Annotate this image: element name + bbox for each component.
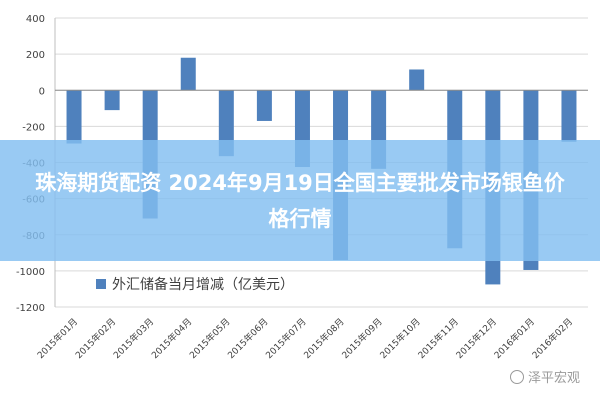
wechat-icon — [509, 369, 524, 384]
bar — [180, 57, 196, 91]
bar — [561, 90, 577, 142]
watermark-text: 泽平宏观 — [527, 371, 580, 386]
headline-banner: 珠海期货配资 2024年9月19日全国主要批发市场银鱼价格行情 — [0, 140, 600, 261]
y-tick-label: -1000 — [16, 267, 45, 278]
y-tick-label: -1200 — [16, 303, 45, 314]
legend-swatch — [96, 279, 106, 289]
headline-text: 珠海期货配资 2024年9月19日全国主要批发市场银鱼价格行情 — [35, 170, 565, 231]
watermark: 泽平宏观 — [509, 367, 580, 386]
bar — [256, 90, 272, 121]
x-tick-label: 2016年02月 — [530, 316, 576, 362]
bar — [218, 90, 234, 157]
legend-label: 外汇储备当月增减（亿美元） — [112, 276, 294, 293]
y-tick-label: 200 — [26, 50, 45, 61]
y-tick-label: 0 — [39, 86, 45, 97]
y-tick-label: 400 — [26, 14, 45, 25]
y-tick-label: -200 — [22, 122, 45, 133]
bar — [104, 90, 120, 111]
bar — [66, 90, 82, 144]
bar — [409, 69, 425, 91]
